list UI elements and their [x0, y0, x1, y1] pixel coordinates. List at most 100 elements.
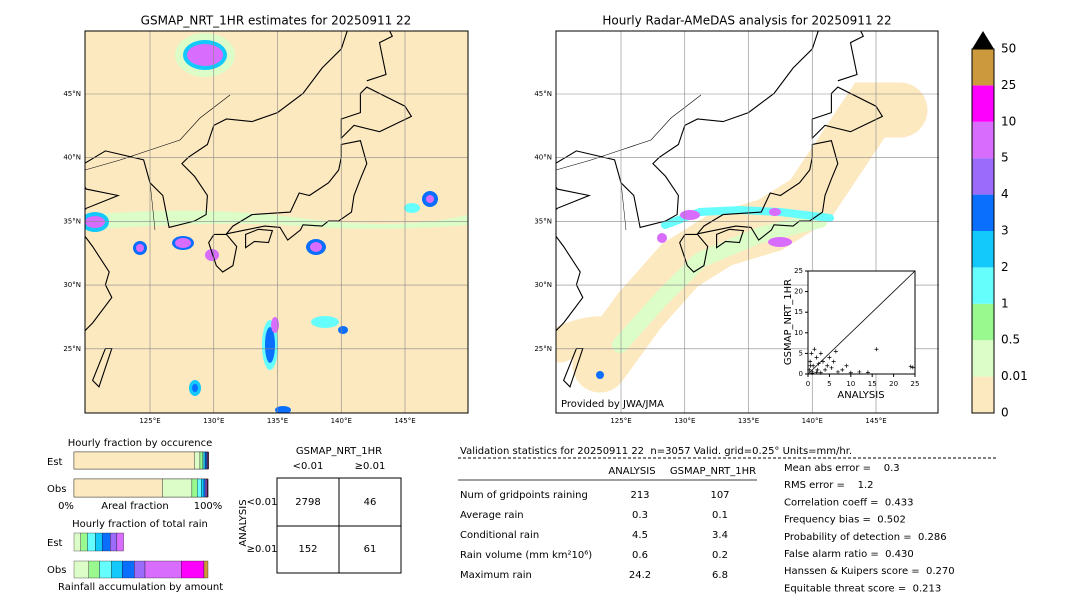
lon-label: 145°E	[865, 417, 886, 425]
row-value: 0.3	[632, 510, 648, 521]
lat-label: 40°N	[534, 154, 552, 162]
axis-label: 0%	[58, 501, 74, 512]
colorbar-segment	[972, 340, 994, 377]
scatter-point	[810, 371, 815, 376]
y-tick-label: 10	[794, 329, 803, 337]
lon-label: 125°E	[610, 417, 631, 425]
scatter-point	[818, 351, 823, 356]
colorbar-segment	[972, 303, 994, 341]
row-label: Num of gridpoints raining	[460, 490, 588, 501]
lon-label: 135°E	[738, 417, 759, 425]
fraction-segment	[134, 560, 146, 579]
credit: Provided by JWA/JMA	[561, 399, 664, 410]
colorbar-label: 0.5	[1001, 333, 1020, 347]
row-value: 3.4	[712, 530, 728, 541]
score: Frequency bias = 0.502	[784, 515, 906, 526]
fraction-segment	[199, 451, 203, 470]
col-header: ANALYSIS	[608, 466, 655, 477]
colorbar-label: 5	[1001, 151, 1009, 165]
colorbar-label: 25	[1001, 78, 1016, 92]
colorbar-label: 50	[1001, 42, 1016, 56]
x-tick-label: 10	[846, 380, 855, 388]
x-tick-label: 20	[889, 380, 898, 388]
score: Hanssen & Kuipers score = 0.270	[784, 566, 955, 577]
map-title: GSMAP_NRT_1HR estimates for 20250911 22	[141, 14, 412, 28]
row-value: 4.5	[632, 530, 648, 541]
fraction-segment	[73, 478, 163, 498]
x-tick-label: 0	[806, 380, 810, 388]
panel-title: Hourly fraction of total rain	[72, 519, 208, 530]
table-title: GSMAP_NRT_1HR	[296, 446, 382, 457]
lat-label: 45°N	[534, 90, 552, 98]
colorbar-label: 1	[1001, 296, 1009, 310]
lat-label: 30°N	[534, 281, 552, 289]
diagonal	[807, 270, 916, 375]
fraction-segment	[202, 451, 205, 470]
scatter-point	[808, 363, 813, 368]
fraction-segment	[162, 478, 193, 498]
colorbar-frame	[971, 48, 995, 414]
rain-field	[85, 33, 468, 413]
scatter-point	[829, 365, 834, 370]
fraction-segment	[205, 478, 207, 498]
colorbar-segment	[972, 194, 994, 231]
right-map: 45°N 40°N 35°N 30°N 25°N 125°E 130°E 135°E 140°E…	[534, 14, 939, 425]
scatter-point	[865, 370, 870, 375]
scatter-point	[844, 363, 849, 368]
x-tick-label: 25	[911, 380, 920, 388]
y-tick-label: 5	[799, 349, 803, 357]
x-axis-label: ANALYSIS	[837, 390, 884, 401]
scatter-point	[809, 351, 814, 356]
row-label: Obs	[47, 484, 66, 495]
row-header: ≥0.01	[247, 544, 278, 555]
colorbar-segment	[972, 231, 994, 268]
fraction-segment	[203, 560, 209, 579]
panel-title: Hourly fraction by occurence	[68, 438, 212, 449]
axis-label: 100%	[194, 501, 223, 512]
colorbar-label: 4	[1001, 187, 1009, 201]
fraction-segment	[203, 478, 206, 498]
fraction-segment	[111, 560, 123, 579]
score: Probability of detection = 0.286	[784, 532, 947, 543]
fraction-segment	[194, 451, 201, 470]
scatter-point	[808, 359, 813, 364]
left-map: 45°N 40°N 35°N 30°N 25°N 125°E 130°E 135°E 140°E…	[63, 14, 469, 425]
fraction-segment	[110, 532, 118, 552]
colorbar-label: 2	[1001, 260, 1009, 274]
table-cell: 61	[364, 544, 377, 555]
lon-label: 140°E	[331, 417, 352, 425]
axis-label: Rainfall accumulation by amount	[58, 582, 223, 593]
scatter-point	[857, 369, 862, 374]
row-value: 0.6	[632, 550, 648, 561]
colorbar-label: 3	[1001, 224, 1009, 238]
fraction-segment	[201, 478, 205, 498]
row-label: Conditional rain	[460, 530, 539, 541]
scatter-point	[807, 367, 812, 372]
fraction-segment	[144, 560, 182, 579]
scatter-point	[908, 364, 913, 369]
lat-label: 25°N	[534, 345, 552, 353]
scatter-point	[831, 359, 836, 364]
colorbar-segment	[972, 376, 994, 413]
radar-field	[556, 82, 928, 393]
y-axis-label: GSMAP_NRT_1HR	[783, 279, 794, 365]
row-label: Est	[47, 538, 63, 549]
scatter-point	[825, 363, 830, 368]
row-value: 6.8	[712, 570, 728, 581]
validation-header: Validation statistics for 20250911 22 n=…	[460, 446, 852, 457]
y-tick-label: 15	[794, 308, 803, 316]
scatter-point	[823, 367, 828, 372]
y-tick-label: 20	[794, 288, 803, 296]
col-header: ≥0.01	[355, 461, 386, 472]
fraction-segment	[80, 532, 88, 552]
contingency-table: GSMAP_NRT_1HR<0.01 ≥0.01ANALYSIS<0.01≥0.0…	[238, 446, 402, 574]
scatter-point	[812, 347, 817, 352]
colorbar-segment	[972, 267, 994, 304]
lat-label: 25°N	[63, 345, 81, 353]
lat-label: 35°N	[534, 217, 552, 225]
lon-label: 145°E	[394, 417, 415, 425]
scatter-point	[840, 367, 845, 372]
fraction-segment	[73, 532, 81, 552]
colorbar-label: 0	[1001, 406, 1009, 420]
